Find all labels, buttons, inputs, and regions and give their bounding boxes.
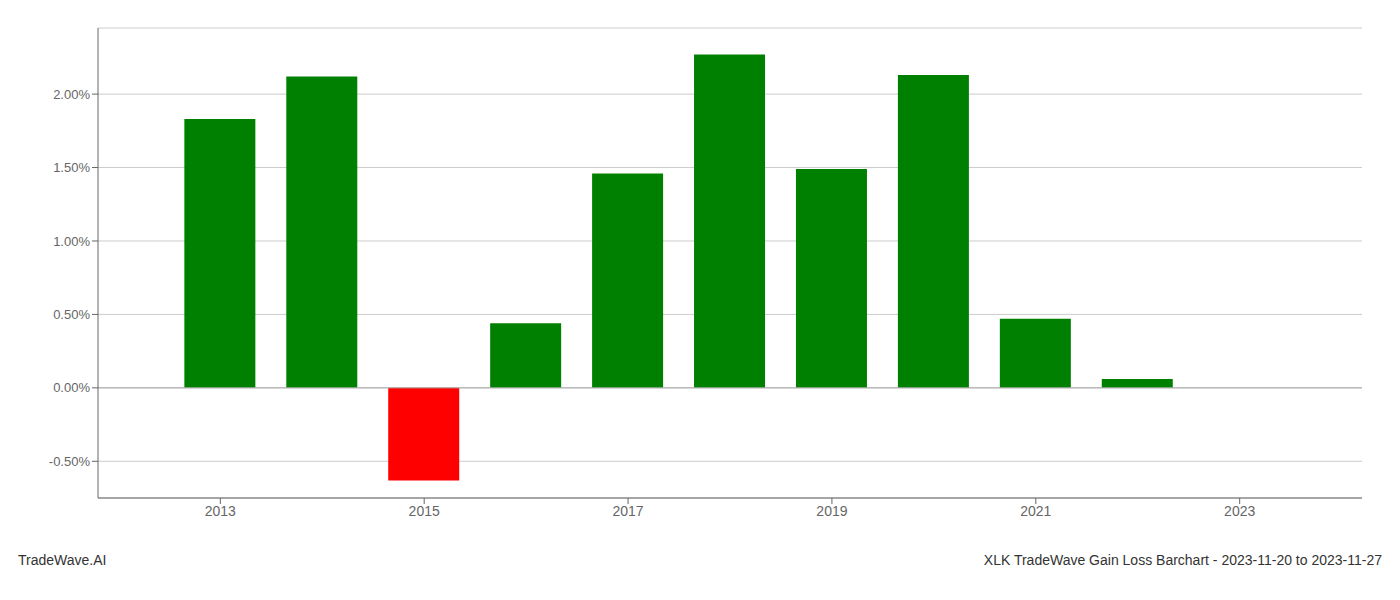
svg-text:0.50%: 0.50% [53, 307, 90, 322]
svg-text:2019: 2019 [816, 503, 847, 519]
svg-text:1.00%: 1.00% [53, 234, 90, 249]
svg-text:1.50%: 1.50% [53, 160, 90, 175]
svg-text:2013: 2013 [205, 503, 236, 519]
svg-text:2.00%: 2.00% [53, 87, 90, 102]
svg-text:2017: 2017 [612, 503, 643, 519]
svg-text:2021: 2021 [1020, 503, 1051, 519]
html-text:TradeWave.AI: TradeWave.AI [18, 552, 107, 568]
html-text:XLK TradeWave Gain Loss Barcha: XLK TradeWave Gain Loss Barchart - 2023-… [983, 552, 1382, 568]
svg-text:2015: 2015 [409, 503, 440, 519]
svg-text:0.00%: 0.00% [53, 380, 90, 395]
svg-text:2023: 2023 [1224, 503, 1255, 519]
svg-text:-0.50%: -0.50% [49, 454, 91, 469]
